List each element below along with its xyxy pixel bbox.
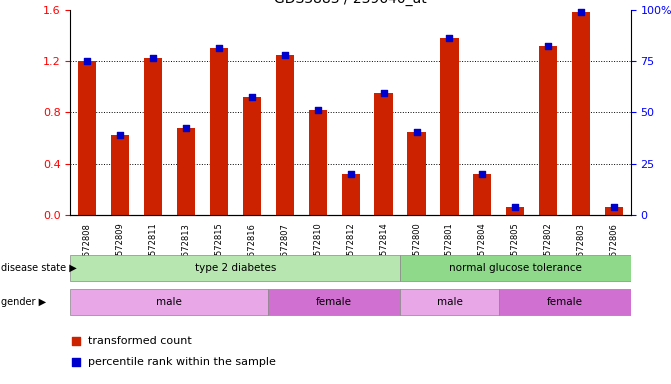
- Text: male: male: [156, 297, 183, 308]
- Bar: [407, 132, 425, 215]
- Point: [115, 132, 125, 139]
- Point: [148, 55, 158, 61]
- Text: gender ▶: gender ▶: [1, 297, 46, 308]
- Point: [477, 171, 488, 177]
- Text: normal glucose tolerance: normal glucose tolerance: [449, 263, 582, 273]
- Point: [279, 51, 290, 58]
- Point: [444, 35, 455, 41]
- Point: [180, 125, 191, 131]
- Point: [345, 171, 356, 177]
- Point: [543, 43, 554, 49]
- Bar: [499, 290, 631, 315]
- Bar: [78, 61, 96, 215]
- Point: [576, 9, 586, 15]
- Text: female: female: [547, 297, 583, 308]
- Bar: [473, 174, 491, 215]
- Point: [411, 129, 422, 135]
- Title: GDS3883 / 239640_at: GDS3883 / 239640_at: [274, 0, 427, 6]
- Point: [510, 204, 521, 210]
- Bar: [309, 110, 327, 215]
- Bar: [111, 136, 129, 215]
- Bar: [243, 97, 261, 215]
- Point: [246, 94, 257, 100]
- Bar: [507, 207, 525, 215]
- Bar: [276, 55, 294, 215]
- Bar: [210, 48, 228, 215]
- Bar: [70, 255, 400, 281]
- Text: female: female: [316, 297, 352, 308]
- Point: [315, 252, 325, 258]
- Bar: [539, 46, 558, 215]
- Bar: [440, 38, 458, 215]
- Point: [82, 58, 93, 64]
- Text: disease state ▶: disease state ▶: [1, 263, 77, 273]
- Bar: [374, 93, 393, 215]
- Bar: [400, 255, 631, 281]
- Point: [213, 45, 224, 51]
- Bar: [605, 207, 623, 215]
- Point: [312, 107, 323, 113]
- Text: transformed count: transformed count: [88, 336, 192, 346]
- Point: [609, 204, 619, 210]
- Bar: [400, 290, 499, 315]
- Point: [315, 60, 325, 66]
- Bar: [70, 290, 268, 315]
- Text: percentile rank within the sample: percentile rank within the sample: [88, 357, 276, 367]
- Bar: [342, 174, 360, 215]
- Bar: [572, 12, 590, 215]
- Point: [378, 90, 389, 96]
- Text: male: male: [437, 297, 462, 308]
- Bar: [268, 290, 400, 315]
- Text: type 2 diabetes: type 2 diabetes: [195, 263, 276, 273]
- Bar: [144, 58, 162, 215]
- Bar: [176, 128, 195, 215]
